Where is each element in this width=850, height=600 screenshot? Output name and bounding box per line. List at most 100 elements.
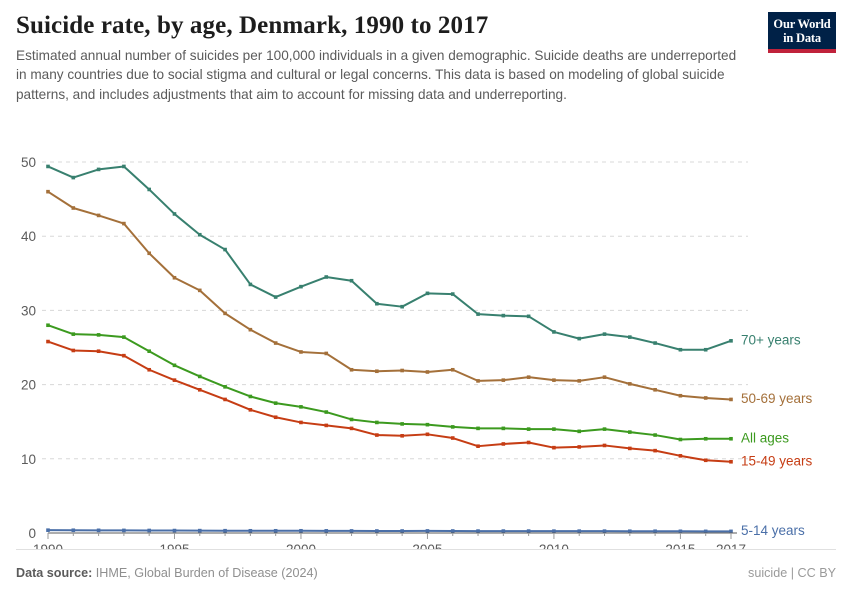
series-line-70-years[interactable] — [47, 165, 732, 351]
data-point[interactable] — [552, 378, 556, 382]
data-point[interactable] — [400, 422, 404, 426]
data-point[interactable] — [577, 445, 582, 449]
data-point[interactable] — [273, 415, 278, 420]
data-point[interactable] — [628, 335, 632, 339]
data-point[interactable] — [96, 167, 101, 172]
data-point[interactable] — [501, 378, 506, 382]
data-point[interactable] — [96, 528, 101, 533]
data-point[interactable] — [450, 367, 455, 372]
data-point[interactable] — [450, 425, 455, 429]
data-point[interactable] — [248, 282, 253, 287]
data-point[interactable] — [577, 529, 582, 533]
data-point[interactable] — [197, 232, 202, 237]
data-point[interactable] — [552, 445, 556, 450]
data-point[interactable] — [729, 529, 733, 534]
data-point[interactable] — [147, 528, 151, 533]
data-point[interactable] — [400, 368, 404, 373]
data-point[interactable] — [602, 332, 607, 336]
data-point[interactable] — [299, 420, 303, 425]
data-point[interactable] — [299, 284, 303, 289]
data-point[interactable] — [71, 175, 76, 180]
data-point[interactable] — [425, 432, 430, 437]
data-point[interactable] — [96, 349, 101, 354]
data-point[interactable] — [122, 335, 126, 339]
series-label-50-69-years[interactable]: 50-69 years — [741, 391, 813, 406]
data-point[interactable] — [450, 529, 455, 533]
data-point[interactable] — [197, 528, 202, 533]
data-point[interactable] — [400, 304, 404, 309]
data-point[interactable] — [71, 528, 76, 533]
data-point[interactable] — [577, 429, 582, 434]
data-point[interactable] — [122, 528, 126, 533]
data-point[interactable] — [501, 426, 506, 431]
data-point[interactable] — [273, 401, 278, 405]
series-line-50-69-years[interactable] — [47, 190, 732, 401]
data-point[interactable] — [324, 423, 329, 428]
data-point[interactable] — [425, 422, 430, 427]
data-point[interactable] — [248, 327, 253, 332]
series-label-5-14-years[interactable]: 5-14 years — [741, 523, 805, 538]
data-point[interactable] — [172, 378, 177, 382]
data-point[interactable] — [577, 336, 582, 341]
data-point[interactable] — [526, 427, 531, 431]
series-label-70-years[interactable]: 70+ years — [741, 332, 801, 347]
data-point[interactable] — [653, 433, 657, 437]
data-point[interactable] — [172, 528, 177, 533]
data-point[interactable] — [122, 353, 126, 358]
data-point[interactable] — [476, 426, 480, 431]
data-point[interactable] — [248, 394, 253, 399]
data-point[interactable] — [273, 295, 278, 299]
data-point[interactable] — [96, 333, 101, 337]
data-point[interactable] — [703, 396, 708, 400]
data-point[interactable] — [400, 529, 404, 533]
data-point[interactable] — [273, 341, 278, 345]
data-point[interactable] — [122, 221, 126, 226]
data-point[interactable] — [729, 459, 733, 464]
data-point[interactable] — [71, 206, 76, 210]
data-point[interactable] — [602, 427, 607, 431]
data-point[interactable] — [526, 375, 531, 379]
data-point[interactable] — [172, 212, 177, 216]
data-point[interactable] — [223, 397, 227, 402]
data-point[interactable] — [703, 458, 708, 463]
data-point[interactable] — [552, 330, 556, 334]
data-point[interactable] — [425, 529, 430, 533]
data-point[interactable] — [46, 189, 50, 194]
data-point[interactable] — [501, 529, 506, 533]
data-point[interactable] — [450, 436, 455, 440]
data-point[interactable] — [703, 529, 708, 534]
data-point[interactable] — [602, 375, 607, 379]
data-point[interactable] — [526, 529, 531, 533]
series-line-15-49-years[interactable] — [47, 340, 732, 463]
data-point[interactable] — [476, 379, 480, 383]
data-point[interactable] — [197, 387, 202, 392]
data-point[interactable] — [71, 348, 76, 353]
data-point[interactable] — [223, 528, 227, 533]
data-point[interactable] — [122, 164, 126, 169]
data-point[interactable] — [729, 339, 733, 343]
data-point[interactable] — [248, 408, 253, 412]
data-point[interactable] — [223, 311, 227, 316]
data-point[interactable] — [400, 433, 404, 438]
data-point[interactable] — [299, 350, 303, 354]
data-point[interactable] — [197, 288, 202, 293]
data-point[interactable] — [223, 385, 227, 389]
data-point[interactable] — [602, 529, 607, 533]
data-point[interactable] — [71, 332, 76, 336]
series-line-5-14-years[interactable] — [47, 529, 732, 533]
data-point[interactable] — [628, 446, 632, 451]
data-point[interactable] — [703, 347, 708, 352]
data-point[interactable] — [678, 454, 683, 458]
line-chart-svg[interactable]: 0 10 20 30 40 50 1990 1995 2000 2005 2010 2015 2017… — [0, 150, 850, 550]
data-point[interactable] — [248, 528, 253, 533]
data-point[interactable] — [552, 529, 556, 533]
data-point[interactable] — [425, 370, 430, 374]
series-label-all-ages[interactable]: All ages — [741, 430, 789, 445]
data-point[interactable] — [526, 440, 531, 445]
data-point[interactable] — [678, 393, 683, 398]
data-point[interactable] — [375, 433, 379, 437]
data-point[interactable] — [476, 312, 480, 316]
data-point[interactable] — [526, 314, 531, 319]
data-point[interactable] — [552, 427, 556, 431]
data-point[interactable] — [375, 301, 379, 306]
